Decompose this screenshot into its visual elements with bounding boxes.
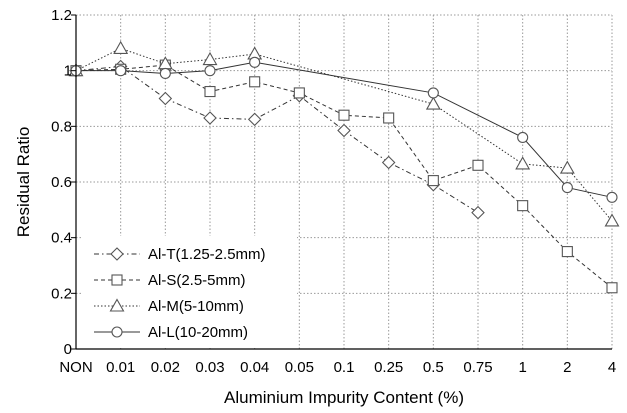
- legend-label: Al-S(2.5-5mm): [148, 272, 246, 289]
- data-point-circle: [204, 65, 216, 77]
- data-point-triangle: [604, 213, 620, 227]
- data-point-circle: [561, 182, 573, 194]
- data-point-square: [472, 159, 484, 171]
- legend-label: Al-M(5-10mm): [148, 298, 244, 315]
- data-point-circle: [606, 191, 618, 203]
- x-tick-label: 2: [563, 359, 571, 376]
- legend-item: Al-L(10-20mm): [94, 324, 248, 341]
- data-point-triangle: [109, 298, 125, 312]
- series-square: [70, 59, 618, 294]
- legend-item: Al-S(2.5-5mm): [94, 272, 246, 289]
- data-point-circle: [159, 67, 171, 79]
- data-point-diamond: [337, 123, 351, 138]
- data-point-square: [427, 175, 439, 187]
- x-tick-label: 0.01: [106, 359, 135, 376]
- data-point-diamond: [158, 91, 173, 106]
- data-point-square: [338, 109, 350, 121]
- data-point-square: [293, 87, 305, 99]
- data-point-circle: [517, 131, 529, 144]
- data-point-circle: [249, 56, 261, 68]
- x-tick-label: 0.75: [463, 359, 492, 376]
- y-tick-label: 0.4: [51, 230, 72, 247]
- data-point-triangle: [113, 40, 129, 54]
- series-circle: [70, 56, 618, 203]
- x-tick-label: 4: [608, 359, 616, 376]
- series-layer: [68, 40, 620, 294]
- data-point-triangle: [202, 51, 218, 66]
- x-tick-label: 0.05: [285, 359, 314, 376]
- data-point-diamond: [381, 155, 396, 170]
- data-point-square: [204, 85, 216, 98]
- legend: Al-T(1.25-2.5mm) Al-S(2.5-5mm) Al-M(5-10mm…: [94, 246, 266, 341]
- data-point-diamond: [471, 205, 485, 220]
- x-tick-label: 0.03: [195, 359, 224, 376]
- data-point-square: [517, 200, 529, 212]
- y-tick-label: 1.2: [51, 7, 72, 24]
- y-tick-label: 0.8: [51, 118, 72, 135]
- legend-item: Al-M(5-10mm): [94, 298, 244, 315]
- legend-label: Al-T(1.25-2.5mm): [148, 246, 266, 263]
- y-axis-title: Residual Ratio: [14, 127, 33, 238]
- data-point-triangle: [515, 156, 531, 170]
- legend-label: Al-L(10-20mm): [148, 324, 248, 341]
- data-point-square: [561, 246, 573, 258]
- data-point-circle: [111, 326, 123, 338]
- x-tick-label: 0.04: [240, 359, 269, 376]
- data-point-diamond: [110, 247, 124, 261]
- x-tick-label: 0.02: [151, 359, 180, 376]
- data-point-circle: [115, 65, 127, 77]
- y-tick-label: 0: [64, 341, 72, 358]
- data-point-diamond: [203, 111, 217, 125]
- data-point-square: [383, 112, 395, 124]
- y-tick-label: 0.6: [51, 174, 72, 191]
- data-point-triangle: [425, 96, 441, 110]
- tick-labels: 0 0.2 0.4 0.6 0.8 1 1.2 NON 0.01 0.02 0.03 0.04 0.05…: [51, 7, 616, 376]
- x-tick-label: 0.1: [334, 359, 355, 376]
- x-tick-label: 1: [518, 359, 526, 376]
- legend-item: Al-T(1.25-2.5mm): [94, 246, 266, 263]
- data-point-square: [606, 282, 618, 294]
- x-tick-label: NON: [59, 359, 92, 376]
- data-point-circle: [427, 87, 439, 99]
- data-point-diamond: [247, 112, 262, 127]
- y-tick-label: 1: [64, 63, 72, 80]
- data-point-square: [111, 274, 123, 286]
- axes: [71, 14, 612, 350]
- data-point-square: [249, 76, 261, 88]
- x-axis-title: Aluminium Impurity Content (%): [224, 388, 464, 407]
- data-point-triangle: [559, 160, 575, 174]
- x-tick-label: 0.25: [374, 359, 403, 376]
- x-tick-label: 0.5: [423, 359, 444, 376]
- y-tick-label: 0.2: [51, 285, 72, 302]
